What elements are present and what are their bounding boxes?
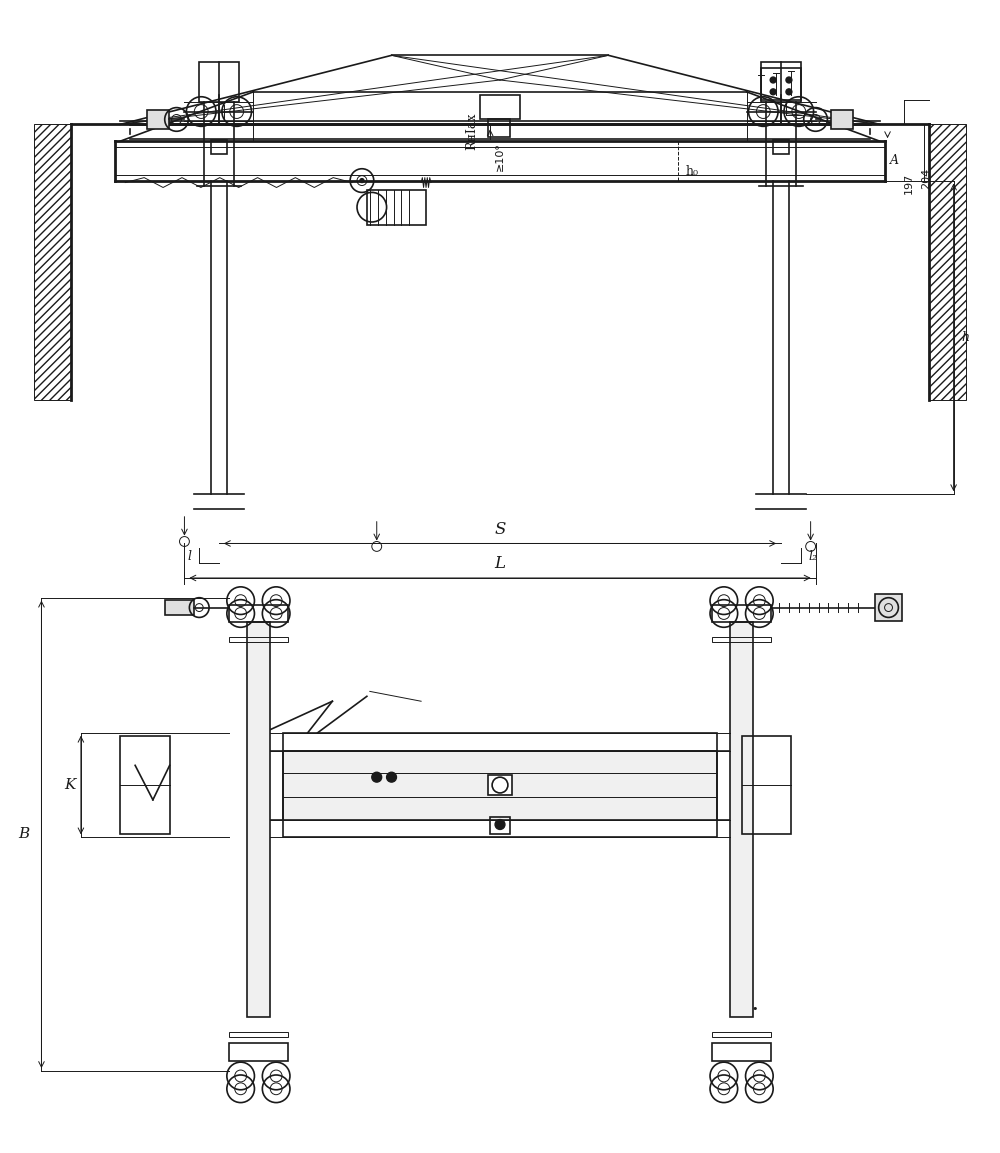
Circle shape [770,77,776,83]
Bar [730,623,753,1017]
Bar [258,751,283,820]
Circle shape [786,77,792,83]
Bar [480,95,520,120]
Text: S: S [494,520,506,537]
Bar [712,604,771,623]
Text: ≥10°: ≥10° [495,142,505,171]
Bar [147,110,169,129]
Bar [717,751,742,820]
Bar [34,125,71,400]
Circle shape [372,773,382,782]
Circle shape [387,773,396,782]
Text: 197: 197 [904,173,914,194]
Bar [283,820,717,837]
Text: RнIax: RнIax [465,113,478,150]
Circle shape [360,179,364,182]
Bar [490,816,510,835]
Bar [761,62,801,101]
Text: A: A [890,155,899,167]
Bar [211,141,227,155]
Bar [742,736,791,835]
Bar [712,638,771,642]
Text: l: l [187,550,191,563]
Bar [488,775,512,794]
Bar [875,594,902,621]
Bar [712,1043,771,1061]
Bar [773,141,789,155]
Bar [229,1032,288,1037]
Bar [247,623,270,1017]
Circle shape [786,89,792,95]
Text: 204: 204 [921,168,931,189]
Text: B: B [18,828,30,842]
Bar [229,1043,288,1061]
Bar [199,62,239,101]
Text: h: h [962,331,970,344]
Bar [283,733,717,751]
Text: l₂: l₂ [809,550,818,563]
Bar [367,190,426,225]
Bar [761,68,801,99]
Bar [831,110,853,129]
Bar [120,736,170,835]
Bar [929,125,966,400]
Bar [283,751,717,820]
Bar [488,120,510,137]
Text: L: L [495,555,506,572]
Bar [229,604,288,623]
Bar [165,600,194,616]
Text: h₀: h₀ [685,165,698,178]
Circle shape [770,89,776,95]
Bar [712,1032,771,1037]
Text: •: • [751,1004,758,1013]
Text: K: K [65,778,76,792]
Circle shape [495,820,505,829]
Bar [229,638,288,642]
